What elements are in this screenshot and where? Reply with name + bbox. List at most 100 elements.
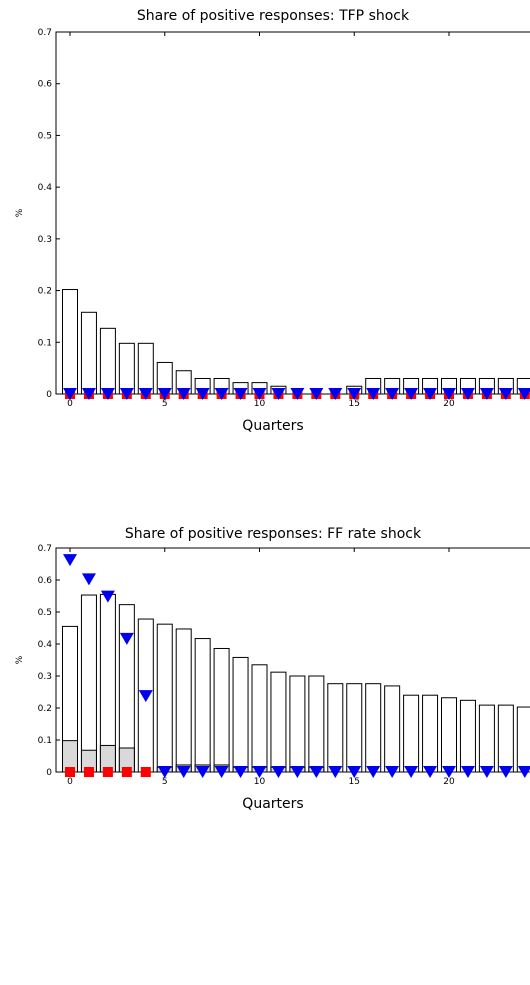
bar xyxy=(270,671,287,773)
triangle-marker xyxy=(442,388,456,400)
square-marker xyxy=(121,767,132,777)
y-tick-label: 0.1 xyxy=(38,338,52,348)
triangle-marker xyxy=(347,766,362,778)
x-tick-label: 15 xyxy=(349,777,360,787)
y-tick-label: 0 xyxy=(46,390,52,400)
bar xyxy=(175,628,192,773)
y-tick-label: 0.5 xyxy=(38,131,52,141)
bar xyxy=(516,706,530,773)
y-tick-label: 0.1 xyxy=(38,736,52,746)
plot-frame xyxy=(55,31,530,395)
y-tick-label: 0.2 xyxy=(38,287,52,297)
bar xyxy=(62,289,78,395)
bar xyxy=(327,683,344,773)
chart-title: Share of positive responses: TFP shock xyxy=(137,8,410,24)
bar xyxy=(194,638,211,773)
triangle-marker xyxy=(347,388,362,400)
triangle-marker xyxy=(290,766,305,778)
triangle-marker xyxy=(214,388,229,400)
triangle-marker xyxy=(290,388,305,400)
triangle-marker xyxy=(479,766,494,778)
x-tick-label: 5 xyxy=(162,777,168,787)
y-tick-label: 0.2 xyxy=(38,704,52,714)
triangle-marker xyxy=(138,388,153,400)
bar xyxy=(308,675,325,773)
y-tick-label: 0.4 xyxy=(38,640,53,650)
triangle-marker xyxy=(176,388,191,400)
square-marker xyxy=(65,767,75,777)
bar xyxy=(251,664,268,773)
triangle-marker xyxy=(63,388,77,400)
y-axis-label: % xyxy=(15,655,25,664)
x-tick-label: 20 xyxy=(443,777,455,787)
x-axis-label: Quarters xyxy=(242,796,303,812)
chart-title: Share of positive responses: FF rate sho… xyxy=(125,526,422,542)
triangle-marker xyxy=(498,388,513,400)
y-axis-label: % xyxy=(15,208,25,217)
bar xyxy=(213,647,230,773)
chart-panel-2: Share of positive responses: FF rate sho… xyxy=(15,526,530,812)
triangle-marker xyxy=(176,766,191,778)
bar xyxy=(384,685,401,773)
triangle-marker xyxy=(100,388,115,400)
bar xyxy=(99,327,116,395)
y-tick-label: 0.5 xyxy=(38,608,52,618)
square-marker xyxy=(140,767,151,777)
triangle-marker xyxy=(460,766,475,778)
x-tick-label: 0 xyxy=(67,777,73,787)
triangle-marker xyxy=(119,632,134,645)
bar xyxy=(478,704,495,773)
triangle-marker xyxy=(252,388,267,400)
chart-panel-1: Share of positive responses: TFP shock Qu… xyxy=(15,8,530,434)
x-tick-label: 20 xyxy=(443,399,455,409)
bar xyxy=(289,675,306,773)
triangle-marker xyxy=(442,766,456,778)
triangle-marker xyxy=(517,766,530,778)
triangle-marker xyxy=(119,388,134,400)
triangle-marker xyxy=(385,388,400,400)
y-tick-label: 0.7 xyxy=(38,544,52,554)
triangle-marker xyxy=(385,766,400,778)
triangle-marker xyxy=(195,766,210,778)
triangle-marker xyxy=(423,388,438,400)
y-tick-label: 0.7 xyxy=(38,28,52,38)
triangle-marker xyxy=(460,388,475,400)
bar xyxy=(137,342,154,395)
y-tick-label: 0.4 xyxy=(38,183,53,193)
triangle-marker xyxy=(157,388,172,400)
triangle-marker xyxy=(252,766,267,778)
triangle-marker xyxy=(328,388,343,400)
triangle-marker xyxy=(328,766,343,778)
square-marker xyxy=(83,767,94,777)
triangle-marker xyxy=(517,388,530,400)
triangle-marker xyxy=(63,554,77,567)
bar xyxy=(403,694,420,773)
triangle-marker xyxy=(157,766,172,778)
triangle-marker xyxy=(138,690,153,703)
triangle-marker xyxy=(423,766,438,778)
triangle-marker xyxy=(498,766,513,778)
triangle-marker xyxy=(81,388,96,400)
triangle-marker xyxy=(404,388,419,400)
y-tick-label: 0.3 xyxy=(38,672,52,682)
triangle-marker xyxy=(404,766,419,778)
square-marker xyxy=(102,767,113,777)
x-tick-label: 10 xyxy=(254,399,266,409)
bar xyxy=(156,623,173,773)
triangle-marker xyxy=(271,388,286,400)
triangle-marker xyxy=(309,388,324,400)
bar xyxy=(459,699,476,773)
y-tick-label: 0 xyxy=(46,768,52,778)
bar xyxy=(232,656,249,773)
triangle-marker xyxy=(100,590,115,603)
y-tick-label: 0.6 xyxy=(38,80,53,90)
triangle-marker xyxy=(366,766,381,778)
bar xyxy=(118,604,135,773)
x-tick-label: 5 xyxy=(162,399,168,409)
bar xyxy=(497,704,514,773)
triangle-marker xyxy=(271,766,286,778)
bar xyxy=(80,311,97,395)
bar xyxy=(80,594,97,773)
bar xyxy=(118,342,135,395)
